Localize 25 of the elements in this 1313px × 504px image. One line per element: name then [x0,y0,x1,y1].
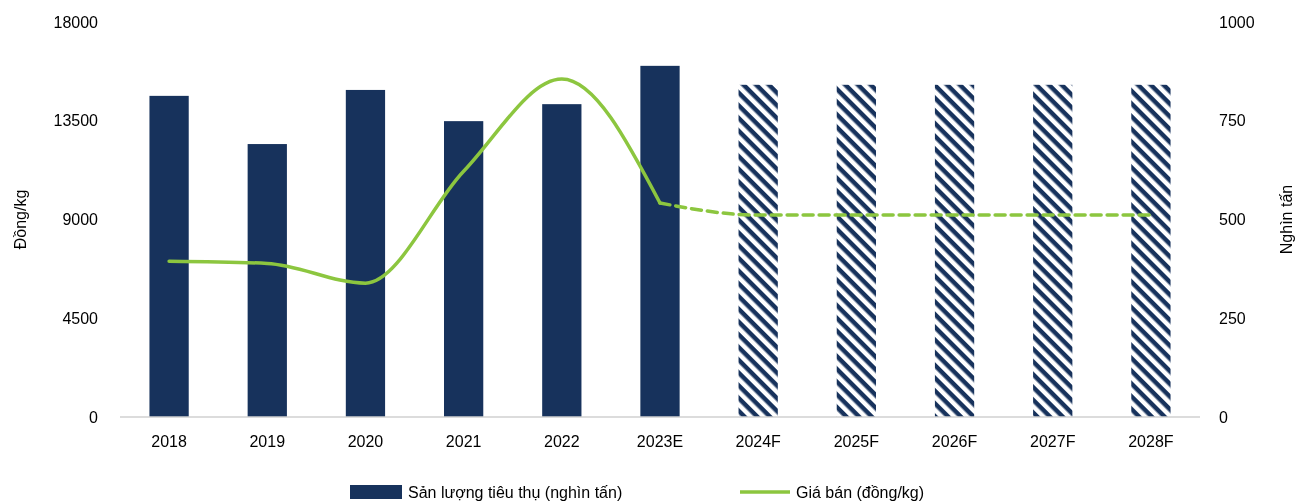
x-tick-label: 2019 [249,433,286,450]
x-tick-label: 2023E [636,433,684,450]
y2-tick-label: 750 [1219,112,1246,130]
x-tick-label: 2024F [735,433,782,450]
x-tick-label: 2018 [151,433,187,450]
y-tick-label: 13500 [53,112,99,130]
y2-tick-label: 1000 [1219,13,1255,31]
y2-axis-title: Nghìn tấn [1278,184,1295,255]
y-axis-title: Đồng/kg [12,189,29,250]
x-tick-label: 2021 [445,433,482,450]
y-tick-label: 18000 [53,13,99,31]
x-tick-label: 2025F [833,433,880,450]
legend-label: Sản lượng tiêu thụ (nghìn tấn) [408,483,623,501]
y2-tick-label: 250 [1219,309,1246,327]
y-tick-label: 9000 [62,211,99,229]
y-tick-label: 4500 [62,309,99,327]
y2-tick-label: 0 [1219,408,1228,426]
x-tick-label: 2028F [1128,433,1174,450]
y2-tick-label: 500 [1219,211,1246,229]
x-tick-label: 2020 [347,433,384,450]
y-tick-label: 0 [89,408,99,426]
x-tick-label: 2026F [931,433,978,450]
x-tick-label: 2027F [1030,433,1076,450]
legend-label: Giá bán (đồng/kg) [796,483,925,501]
x-tick-label: 2022 [544,433,580,450]
